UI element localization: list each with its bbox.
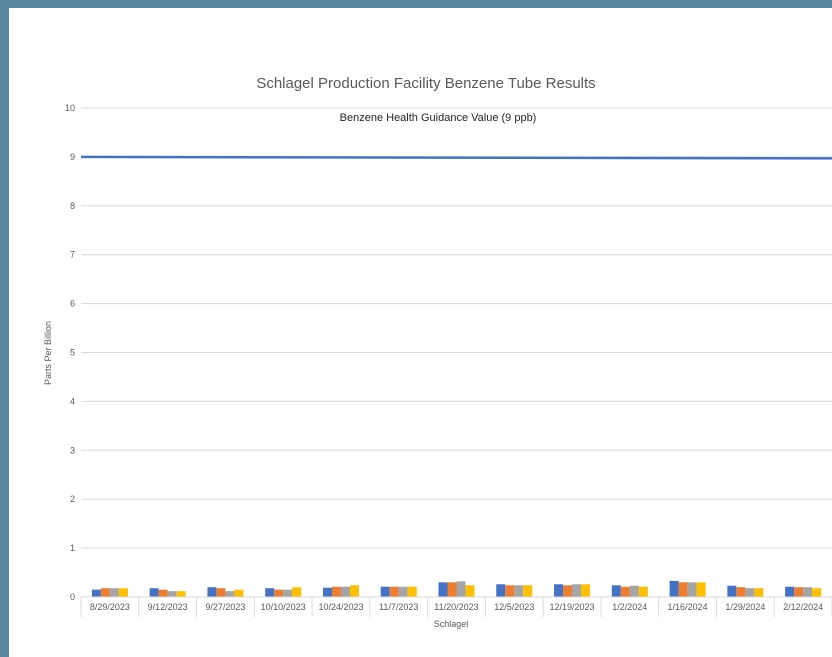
bar — [572, 584, 582, 597]
x-tick-label: 12/5/2023 — [494, 602, 534, 612]
bar — [380, 586, 390, 597]
bar — [234, 589, 244, 597]
bar — [736, 587, 746, 597]
bar — [349, 585, 359, 597]
x-tick-label: 9/27/2023 — [205, 602, 245, 612]
x-tick-label: 11/20/2023 — [434, 602, 478, 612]
bar — [745, 588, 755, 597]
bar — [803, 587, 813, 597]
bar — [389, 586, 399, 597]
y-tick-label: 10 — [65, 103, 75, 113]
reference-line — [80, 155, 832, 160]
bar — [149, 588, 159, 597]
bar — [265, 588, 275, 597]
y-tick-label: 0 — [70, 592, 75, 602]
bar — [496, 584, 506, 597]
bar — [727, 585, 737, 597]
bar — [118, 588, 128, 597]
x-tick-label: 10/24/2023 — [318, 602, 363, 612]
y-tick-label: 4 — [70, 396, 75, 406]
y-tick-label: 6 — [70, 299, 75, 309]
bar — [669, 580, 679, 597]
bar — [687, 582, 697, 597]
x-axis — [80, 596, 832, 617]
bar — [678, 582, 688, 597]
bar — [167, 591, 177, 597]
y-tick-label: 1 — [70, 543, 75, 553]
bar — [340, 586, 350, 597]
bar — [523, 585, 533, 597]
bar — [207, 587, 217, 597]
bar — [629, 585, 639, 597]
bar — [794, 587, 804, 597]
chart-panel: Schlagel Production Facility Benzene Tub… — [9, 8, 832, 657]
bar — [638, 586, 648, 597]
y-tick-label: 8 — [70, 201, 75, 211]
bar — [274, 589, 284, 597]
x-tick-label: 12/19/2023 — [550, 602, 595, 612]
bar — [554, 584, 564, 597]
bar — [611, 585, 621, 597]
x-tick-label: 1/16/2024 — [668, 602, 708, 612]
x-tick-label: 1/2/2024 — [612, 602, 647, 612]
bar — [176, 591, 186, 597]
bar — [620, 586, 630, 597]
bar — [100, 588, 110, 597]
bars — [91, 580, 822, 597]
bar — [331, 586, 341, 597]
bar — [696, 582, 706, 597]
y-tick-label: 7 — [70, 250, 75, 260]
reference-line-label: Benzene Health Guidance Value (9 ppb) — [340, 112, 537, 124]
bar — [754, 588, 764, 597]
bar-chart: Schlagel Production Facility Benzene Tub… — [43, 75, 832, 629]
x-tick-label: 9/12/2023 — [148, 602, 188, 612]
bar — [785, 586, 795, 597]
x-axis-title: Schlagel — [434, 619, 469, 629]
y-axis-ticks: 0 1 2 3 4 5 6 7 8 9 10 — [65, 103, 75, 602]
gridlines — [81, 107, 832, 549]
bar — [407, 586, 417, 597]
y-axis-title: Parts Per Billion — [43, 321, 53, 385]
chart-title: Schlagel Production Facility Benzene Tub… — [256, 75, 595, 92]
bar — [514, 585, 524, 597]
bar — [283, 589, 293, 597]
y-tick-label: 5 — [70, 348, 75, 358]
bar — [438, 582, 448, 597]
bar — [216, 588, 226, 597]
bar — [581, 584, 591, 597]
bar — [398, 586, 408, 597]
y-tick-label: 2 — [70, 494, 75, 504]
bar — [322, 587, 332, 597]
bar — [225, 591, 235, 597]
x-tick-label: 11/7/2023 — [379, 602, 418, 612]
bar — [158, 589, 168, 597]
x-tick-label: 2/12/2024 — [783, 602, 823, 612]
bar — [465, 585, 475, 597]
x-tick-label: 8/29/2023 — [90, 602, 130, 612]
bar — [109, 588, 119, 597]
x-tick-label: 10/10/2023 — [261, 602, 306, 612]
bar — [447, 582, 457, 597]
x-axis-ticks: 8/29/2023 9/12/2023 9/27/2023 10/10/2023 10/… — [90, 602, 823, 612]
bar — [812, 588, 822, 597]
bar — [563, 585, 573, 597]
y-tick-label: 9 — [70, 152, 75, 162]
reference-line-group — [80, 155, 832, 160]
bar — [456, 581, 466, 597]
bar — [292, 587, 302, 597]
bar — [91, 589, 101, 597]
bar — [505, 585, 515, 597]
x-tick-label: 1/29/2024 — [725, 602, 765, 612]
y-tick-label: 3 — [70, 445, 75, 455]
